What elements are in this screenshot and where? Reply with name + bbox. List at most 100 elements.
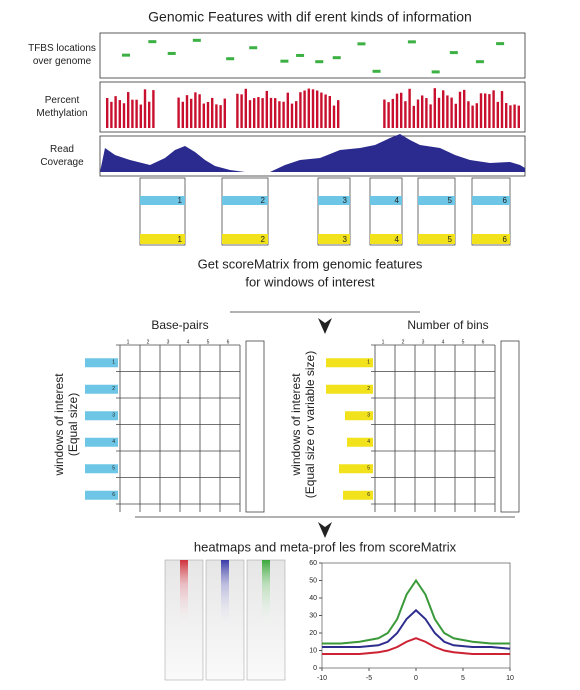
window-outline — [471, 177, 511, 246]
methylation-bar — [471, 105, 474, 128]
profile-line — [322, 608, 511, 650]
title: Genomic Features with dif erent kinds of… — [148, 9, 472, 25]
methylation-bar — [257, 97, 260, 128]
window-yellow — [370, 234, 402, 244]
x-tick-label: -5 — [366, 675, 372, 682]
methylation-bar — [332, 105, 336, 128]
window-label — [339, 464, 373, 474]
window-label — [345, 411, 373, 421]
methylation-bar — [517, 105, 520, 128]
methylation-bar — [261, 98, 264, 128]
methylation-bar — [248, 100, 252, 128]
methylation-bar — [505, 102, 508, 128]
methylation-bar — [500, 91, 504, 128]
window-blue — [222, 196, 268, 205]
window-blue — [370, 196, 402, 205]
methylation-bar — [513, 104, 516, 128]
methylation-bar — [143, 89, 147, 128]
tfbs-site — [192, 38, 201, 42]
matrix — [371, 344, 496, 512]
methylation-bar — [202, 103, 205, 128]
tfbs-site — [372, 69, 381, 73]
methylation-bar — [316, 90, 319, 128]
methylation-bar — [211, 97, 214, 128]
row-label: 2 — [112, 386, 115, 392]
methylation-bar — [282, 101, 285, 128]
window-outline — [221, 177, 269, 246]
tfbs-site — [296, 53, 305, 57]
heatmaps — [164, 559, 286, 681]
track-box — [99, 135, 526, 177]
window-blue — [472, 196, 510, 205]
matrix-ylabel: windows of interest — [52, 373, 66, 477]
matrix — [116, 344, 241, 512]
window-label — [85, 358, 118, 368]
methylation-bar — [311, 89, 315, 128]
column-label: 2 — [402, 339, 405, 345]
x-tick-label: -10 — [317, 675, 327, 682]
window-number: 4 — [395, 235, 400, 244]
y-tick-label: 20 — [309, 630, 317, 637]
methylation-bar — [496, 101, 499, 128]
column-label: 3 — [167, 339, 170, 345]
window-number: 4 — [395, 196, 400, 205]
tfbs-site — [449, 51, 458, 55]
methylation-bar — [484, 93, 487, 128]
row-label: 5 — [367, 466, 370, 472]
track-label: Coverage — [40, 157, 84, 168]
methylation-bar — [437, 97, 441, 128]
methylation-bar — [337, 100, 340, 128]
window-yellow — [472, 234, 510, 244]
methylation-bar — [181, 101, 184, 128]
tfbs-site — [148, 40, 157, 44]
methylation-bar — [412, 105, 415, 128]
column-label: 2 — [147, 339, 150, 345]
methylation-bar — [400, 92, 403, 128]
y-tick-label: 60 — [309, 560, 317, 567]
row-label: 3 — [112, 413, 115, 419]
window-number: 2 — [261, 196, 266, 205]
matrix-ylabel: windows of interest — [289, 373, 303, 477]
methylation-bar — [265, 90, 268, 128]
window-blue — [140, 196, 185, 205]
methylation-bar — [177, 97, 180, 128]
methylation-bar — [253, 98, 256, 128]
y-tick-label: 30 — [309, 612, 317, 619]
tfbs-site — [496, 42, 505, 46]
column-label: 6 — [227, 339, 230, 345]
methylation-bar — [114, 96, 117, 128]
step-text: Get scoreMatrix from genomic features — [198, 256, 423, 271]
row-label: 4 — [112, 439, 115, 445]
window-blue — [318, 196, 350, 205]
matrix-title: Number of bins — [407, 318, 488, 332]
x-tick-label: 0 — [414, 675, 418, 682]
methylation-bar — [152, 90, 155, 128]
window-label — [85, 411, 118, 421]
arrow — [318, 318, 332, 334]
methylation-bar — [450, 97, 453, 128]
methylation-bar — [446, 95, 449, 128]
methylation-bar — [131, 99, 134, 128]
window-number: 1 — [178, 196, 183, 205]
column-label: 3 — [422, 339, 425, 345]
window-label — [326, 358, 373, 368]
heatmap-signal — [221, 560, 229, 630]
y-tick-label: 10 — [309, 647, 317, 654]
window-number: 1 — [178, 235, 183, 244]
track-label: Methylation — [36, 108, 87, 119]
window-label — [85, 464, 118, 474]
methylation-bar — [127, 92, 130, 128]
track-box — [99, 32, 526, 79]
methylation-bar — [475, 103, 478, 128]
matrix-ylabel: (Equal size or variable size) — [303, 351, 317, 498]
window-blue — [418, 196, 455, 205]
methylation-bar — [416, 99, 420, 128]
methylation-bar — [492, 90, 495, 128]
coverage — [100, 134, 525, 172]
methylation-bar — [467, 101, 470, 128]
methylation-bar — [421, 95, 424, 128]
tfbs-site — [407, 40, 416, 44]
y-tick-label: 50 — [309, 577, 317, 584]
methylation-bar — [387, 102, 390, 128]
row-label: 6 — [367, 492, 370, 498]
